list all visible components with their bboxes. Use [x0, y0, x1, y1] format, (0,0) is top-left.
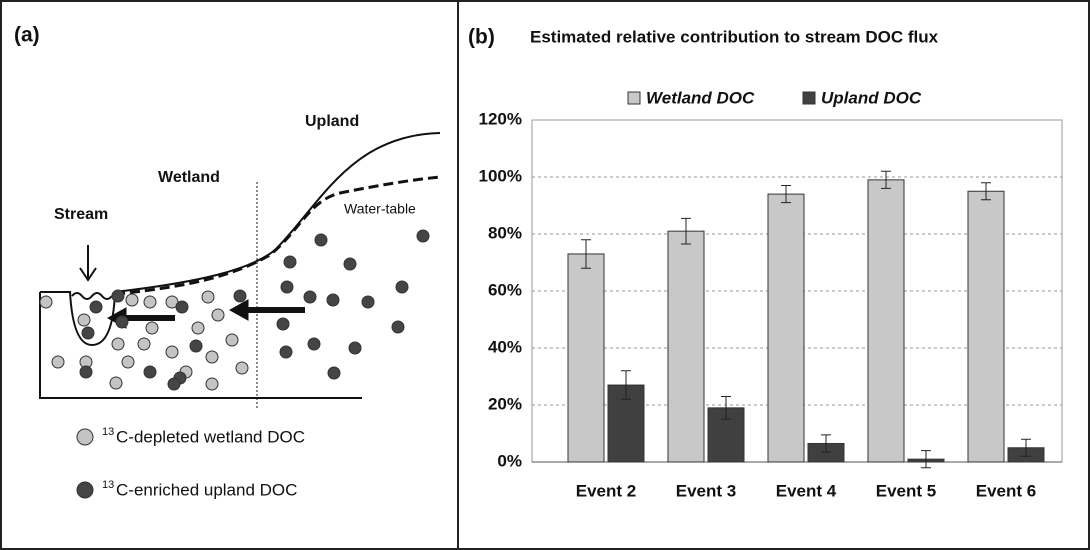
- y-tick-label: 120%: [479, 109, 522, 128]
- y-tick-label: 100%: [479, 166, 522, 185]
- legend-swatch: [628, 92, 640, 104]
- bar: [968, 191, 1004, 462]
- isotope: 13: [102, 479, 114, 491]
- bar: [868, 180, 904, 462]
- panel-label: (b): [468, 26, 495, 49]
- x-tick-label: Event 4: [776, 481, 837, 500]
- y-tick-label: 80%: [488, 223, 522, 242]
- y-tick-label: 0%: [497, 451, 522, 470]
- x-tick-label: Event 5: [876, 481, 936, 500]
- y-tick-label: 40%: [488, 337, 522, 356]
- wetland-label: Wetland: [158, 169, 220, 186]
- panel-label: (a): [14, 24, 40, 47]
- figure: (a) Upland Wetland Stre: [0, 0, 1090, 550]
- x-tick-label: Event 6: [976, 481, 1036, 500]
- x-tick-label: Event 3: [676, 481, 736, 500]
- x-tick-label: Event 2: [576, 481, 636, 500]
- legend-label: C-enriched upland DOC: [116, 480, 297, 499]
- legend-label: Wetland DOC: [646, 88, 755, 107]
- legend-swatch: [803, 92, 815, 104]
- legend-swatch: [77, 482, 93, 498]
- bar: [568, 254, 604, 462]
- chart-title: Estimated relative contribution to strea…: [530, 27, 939, 46]
- isotope: 13: [102, 426, 114, 438]
- legend-label: C-depleted wetland DOC: [116, 427, 305, 446]
- y-tick-label: 60%: [488, 280, 522, 299]
- y-tick-label: 20%: [488, 394, 522, 413]
- bar: [668, 231, 704, 462]
- bar: [768, 194, 804, 462]
- stream-label: Stream: [54, 206, 108, 223]
- legend-swatch: [77, 429, 93, 445]
- legend-label: Upland DOC: [821, 88, 922, 107]
- upland-label: Upland: [305, 113, 359, 130]
- water-table-label: Water-table: [344, 201, 416, 217]
